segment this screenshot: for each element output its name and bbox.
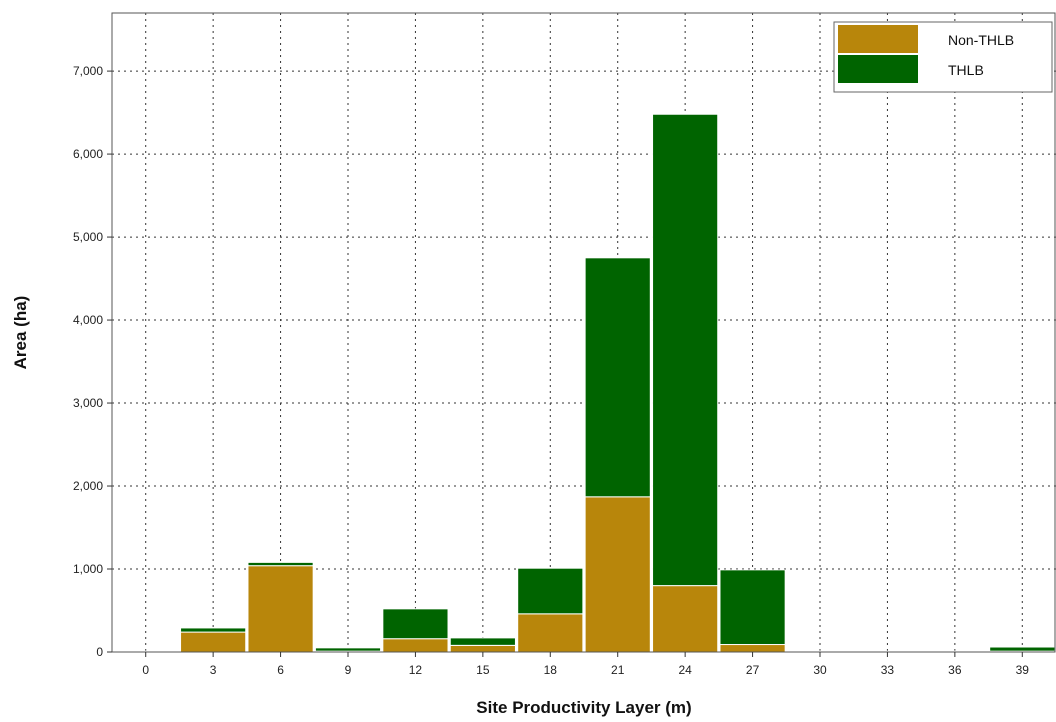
bar-non-thlb-15 bbox=[449, 644, 516, 653]
x-tick-label: 33 bbox=[881, 663, 895, 677]
bar-thlb-21 bbox=[584, 257, 651, 498]
x-tick-label: 0 bbox=[142, 663, 149, 677]
bar-non-thlb-6 bbox=[247, 565, 314, 653]
bar-thlb-3 bbox=[180, 627, 247, 633]
y-tick-label: 1,000 bbox=[73, 562, 103, 576]
legend-swatch bbox=[838, 55, 918, 83]
x-tick-label: 18 bbox=[544, 663, 558, 677]
x-tick-label: 21 bbox=[611, 663, 625, 677]
x-tick-label: 36 bbox=[948, 663, 962, 677]
legend-swatch bbox=[838, 25, 918, 53]
grid-lines bbox=[112, 13, 1056, 652]
bars bbox=[112, 113, 1056, 653]
bar-non-thlb-27 bbox=[719, 644, 786, 653]
x-tick-label: 9 bbox=[345, 663, 352, 677]
bar-thlb-18 bbox=[517, 567, 584, 615]
bar-thlb-12 bbox=[382, 608, 449, 640]
y-tick-label: 3,000 bbox=[73, 396, 103, 410]
y-axis-title: Area (ha) bbox=[11, 296, 30, 370]
bar-thlb-27 bbox=[719, 569, 786, 646]
bar-non-thlb-12 bbox=[382, 638, 449, 653]
x-tick-label: 12 bbox=[409, 663, 423, 677]
x-tick-label: 24 bbox=[678, 663, 692, 677]
plot-frame bbox=[111, 12, 1056, 653]
bar-thlb-6 bbox=[247, 561, 314, 567]
bar-non-thlb-24 bbox=[652, 585, 719, 653]
bar-non-thlb-3 bbox=[180, 631, 247, 653]
y-tick-label: 6,000 bbox=[73, 147, 103, 161]
bar-thlb-39 bbox=[989, 646, 1056, 652]
bar-thlb-9 bbox=[314, 647, 382, 652]
legend: Non-THLB THLB bbox=[833, 21, 1053, 93]
x-tick-label: 30 bbox=[813, 663, 827, 677]
x-tick-label: 39 bbox=[1016, 663, 1030, 677]
x-tick-label: 15 bbox=[476, 663, 490, 677]
y-tick-label: 2,000 bbox=[73, 479, 103, 493]
y-tick-label: 5,000 bbox=[73, 230, 103, 244]
x-tick-label: 3 bbox=[210, 663, 217, 677]
y-tick-label: 0 bbox=[96, 645, 103, 659]
x-tick-label: 6 bbox=[277, 663, 284, 677]
bar-thlb-15 bbox=[449, 637, 516, 646]
legend-label: Non-THLB bbox=[948, 32, 1014, 48]
bar-non-thlb-18 bbox=[517, 613, 584, 653]
x-tick-label: 27 bbox=[746, 663, 760, 677]
y-tick-label: 7,000 bbox=[73, 64, 103, 78]
legend-label: THLB bbox=[948, 62, 984, 78]
bar-non-thlb-21 bbox=[584, 496, 651, 653]
bar-thlb-24 bbox=[652, 113, 719, 587]
x-axis-title: Site Productivity Layer (m) bbox=[476, 698, 691, 717]
y-tick-label: 4,000 bbox=[73, 313, 103, 327]
